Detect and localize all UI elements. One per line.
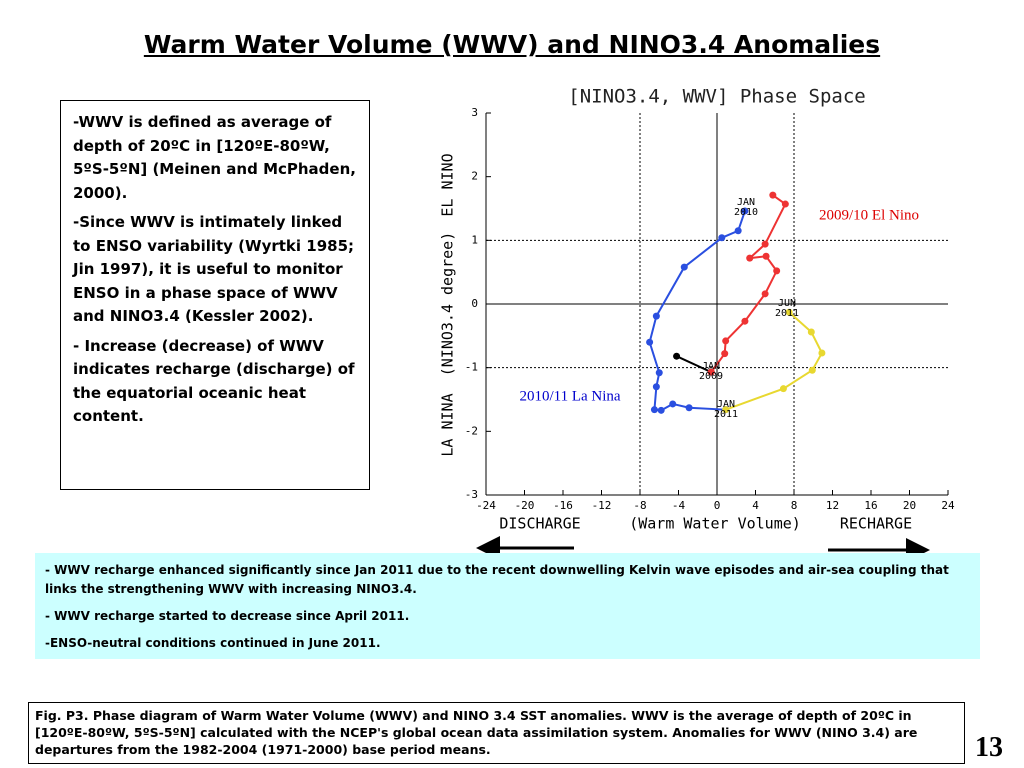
x-tick-label: -12 <box>592 499 612 512</box>
data-point <box>762 252 770 260</box>
y-tick-label: 3 <box>471 106 478 119</box>
point-label: JAN <box>737 197 755 208</box>
slide-title: Warm Water Volume (WWV) and NINO3.4 Anom… <box>143 30 881 59</box>
y-axis-label: LA NINA <box>439 393 457 456</box>
notes-box: - WWV recharge enhanced significantly si… <box>35 553 980 659</box>
data-point <box>773 267 781 275</box>
point-label: JAN <box>717 399 735 410</box>
data-point <box>721 350 729 358</box>
data-point <box>769 191 777 199</box>
data-point <box>779 385 787 393</box>
y-tick-label: 2 <box>471 170 478 183</box>
point-label: JUN <box>778 298 796 309</box>
annotation: 2009/10 El Nino <box>819 207 919 223</box>
data-point <box>734 227 742 235</box>
x-tick-label: 4 <box>752 499 759 512</box>
data-point <box>808 366 816 374</box>
data-point <box>655 369 663 377</box>
data-point <box>685 404 693 412</box>
data-point <box>707 368 715 376</box>
x-tick-label: 0 <box>714 499 721 512</box>
data-point <box>785 308 793 316</box>
paragraph: -WWV is defined as average of depth of 2… <box>73 113 356 202</box>
series-line <box>648 210 746 412</box>
figure-caption: Fig. P3. Phase diagram of Warm Water Vol… <box>28 702 965 764</box>
data-point <box>650 406 658 414</box>
series-line <box>725 311 824 411</box>
data-point <box>673 352 681 360</box>
y-tick-label: 1 <box>471 233 478 246</box>
data-point <box>741 317 749 325</box>
x-tick-label: 16 <box>864 499 877 512</box>
x-tick-label: 24 <box>941 499 955 512</box>
data-point <box>741 207 749 215</box>
paragraph: - Increase (decrease) of WWV indicates r… <box>73 336 355 426</box>
point-label: 2009 <box>699 371 723 382</box>
y-axis-label: (NINO3.4 degree) <box>439 232 457 377</box>
x-tick-label: -16 <box>553 499 573 512</box>
data-point <box>722 337 730 345</box>
y-tick-label: -1 <box>465 361 478 374</box>
data-point <box>646 338 654 346</box>
page-number: 13 <box>975 732 1003 763</box>
data-point <box>761 290 769 298</box>
x-tick-label: 8 <box>791 499 798 512</box>
data-point <box>807 328 815 336</box>
data-point <box>669 400 677 408</box>
point-label: 2010 <box>734 207 758 218</box>
y-tick-label: -3 <box>465 488 478 501</box>
data-point <box>680 263 688 271</box>
data-point <box>818 349 826 357</box>
data-point <box>652 383 660 391</box>
data-point <box>652 312 660 320</box>
series-line <box>676 355 712 374</box>
annotation: 2010/11 La Nina <box>519 388 620 404</box>
y-tick-label: -2 <box>465 424 478 437</box>
data-point <box>718 234 726 242</box>
paragraph: -ENSO-neutral conditions continued in Ju… <box>45 636 381 650</box>
data-point <box>761 240 769 248</box>
x-tick-label: 20 <box>903 499 916 512</box>
x-tick-label: -24 <box>476 499 496 512</box>
x-tick-label: -8 <box>633 499 646 512</box>
x-axis-label: RECHARGE <box>840 515 912 533</box>
y-tick-label: 0 <box>471 297 478 310</box>
data-point <box>781 200 789 208</box>
definition-box: -WWV is defined as average of depth of 2… <box>60 100 370 490</box>
x-tick-label: -4 <box>672 499 686 512</box>
point-label: 2011 <box>775 308 799 319</box>
x-axis-label: DISCHARGE <box>499 515 580 533</box>
point-label: JAN <box>702 361 720 372</box>
point-label: 2011 <box>714 409 738 420</box>
data-point <box>657 406 665 414</box>
x-tick-label: 12 <box>826 499 839 512</box>
chart-title: [NINO3.4, WWV] Phase Space <box>568 86 865 108</box>
paragraph: -Since WWV is intimately linked to ENSO … <box>73 213 355 325</box>
series-line <box>710 194 787 373</box>
x-tick-label: -20 <box>515 499 535 512</box>
paragraph: - WWV recharge enhanced significantly si… <box>45 563 949 596</box>
x-axis-label: (Warm Water Volume) <box>629 515 801 533</box>
data-point <box>722 406 730 414</box>
y-axis-label: EL NINO <box>439 153 457 216</box>
paragraph: - WWV recharge started to decrease since… <box>45 609 410 623</box>
data-point <box>746 254 754 262</box>
